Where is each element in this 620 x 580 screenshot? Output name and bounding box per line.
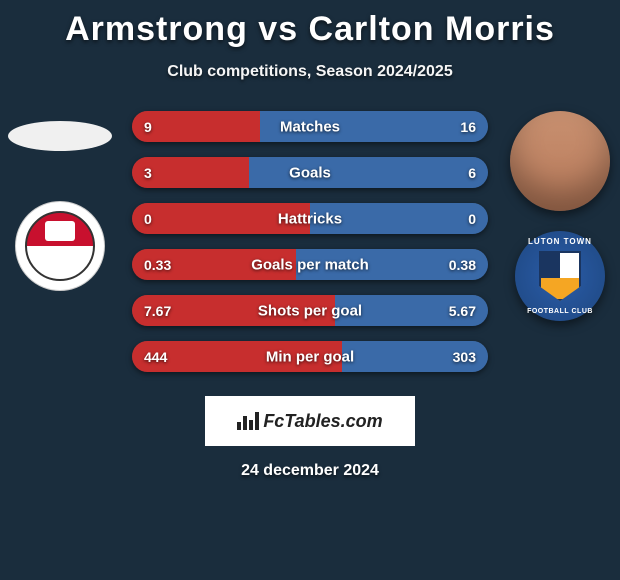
stat-row: 7.675.67Shots per goal: [132, 295, 488, 326]
club-badge-right: LUTON TOWN FOOTBALL CLUB: [515, 231, 605, 321]
player-right-avatar: [510, 111, 610, 211]
brand-text: FcTables.com: [263, 411, 382, 432]
subtitle: Club competitions, Season 2024/2025: [0, 63, 620, 81]
comparison-content: LUTON TOWN FOOTBALL CLUB 916Matches 36Goa…: [0, 111, 620, 372]
stat-row: 916Matches: [132, 111, 488, 142]
player-left-avatar: [8, 121, 112, 151]
stats-table: 916Matches 36Goals 00Hattricks 0.330.38Goal…: [132, 111, 488, 372]
stat-label: Matches: [132, 118, 488, 135]
footer-date: 24 december 2024: [0, 462, 620, 480]
stat-row: 36Goals: [132, 157, 488, 188]
club-badge-left: [15, 201, 105, 291]
stat-row: 0.330.38Goals per match: [132, 249, 488, 280]
stat-label: Shots per goal: [132, 302, 488, 319]
chart-icon: [237, 412, 259, 430]
stat-label: Hattricks: [132, 210, 488, 227]
stat-row: 00Hattricks: [132, 203, 488, 234]
player-left-column: [10, 111, 110, 291]
player-right-column: LUTON TOWN FOOTBALL CLUB: [510, 111, 610, 321]
page-title: Armstrong vs Carlton Morris: [0, 0, 620, 49]
stat-label: Min per goal: [132, 348, 488, 365]
stat-label: Goals: [132, 164, 488, 181]
brand-logo: FcTables.com: [205, 396, 415, 446]
stat-row: 444303Min per goal: [132, 341, 488, 372]
stat-label: Goals per match: [132, 256, 488, 273]
